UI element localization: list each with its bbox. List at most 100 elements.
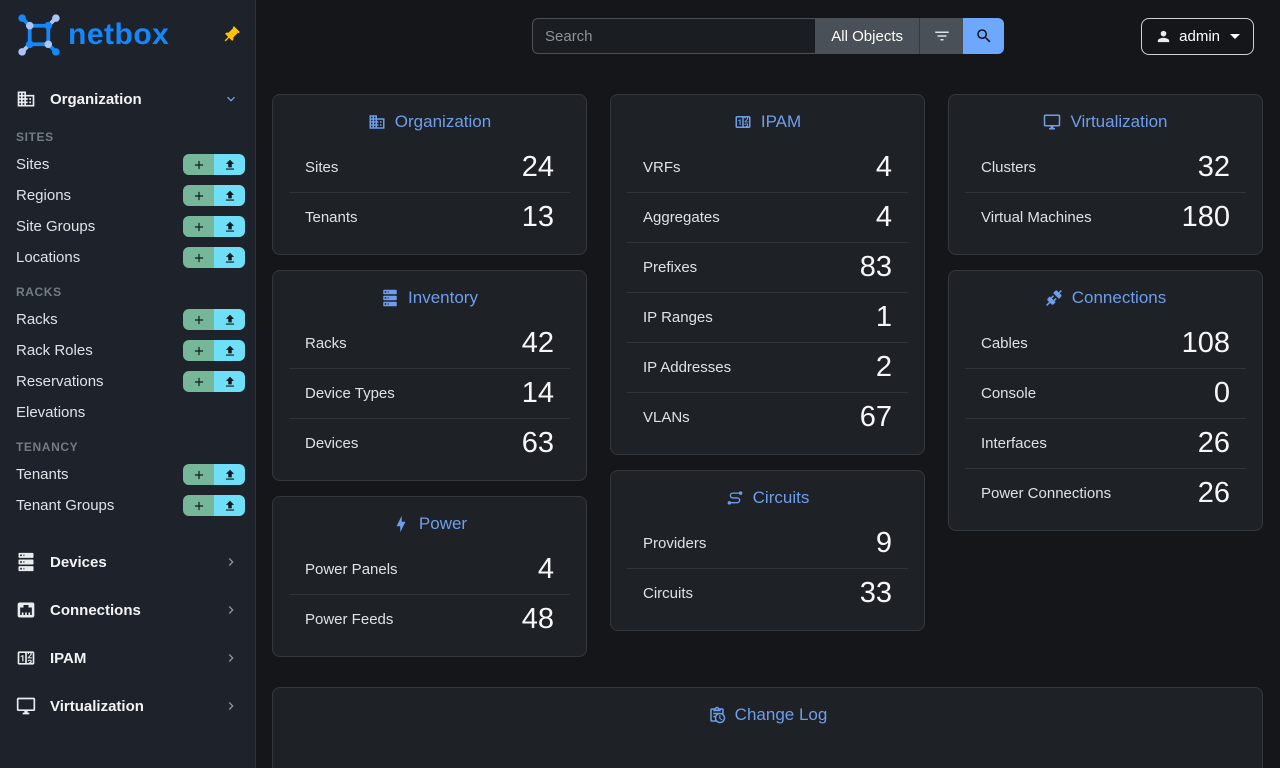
plus-icon	[192, 375, 206, 389]
circuits-icon	[726, 489, 744, 507]
sidebar-item-devices[interactable]: Devices	[0, 539, 255, 585]
stat-label[interactable]: Circuits	[643, 585, 694, 602]
stat-row: VLANs 67	[627, 392, 908, 442]
add-button[interactable]	[183, 216, 214, 237]
item-action-buttons	[183, 371, 245, 392]
stat-row: Power Connections 26	[965, 468, 1246, 518]
sidebar-link-tenants[interactable]: Tenants	[0, 459, 255, 490]
sidebar-link-locations[interactable]: Locations	[0, 242, 255, 273]
add-button[interactable]	[183, 154, 214, 175]
card-rows: Sites 24 Tenants 13	[289, 143, 570, 242]
card-circuits: Circuits Providers 9 Circuits 33	[610, 470, 925, 631]
import-button[interactable]	[214, 371, 245, 392]
card-ipam: IPAM VRFs 4 Aggregates 4 Prefixes 83 IP Ranges 1…	[610, 94, 925, 455]
card-organization: Organization Sites 24 Tenants 13	[272, 94, 587, 255]
add-button[interactable]	[183, 185, 214, 206]
brand-wordmark[interactable]: netbox	[68, 18, 170, 51]
stat-label[interactable]: Tenants	[305, 209, 358, 226]
stat-label[interactable]: Device Types	[305, 385, 395, 402]
sidebar-item-connections[interactable]: Connections	[0, 587, 255, 633]
plus-icon	[192, 313, 206, 327]
filter-button[interactable]	[919, 18, 963, 54]
cards-column: Virtualization Clusters 32 Virtual Machines…	[948, 94, 1263, 531]
chevron-right-icon	[223, 650, 239, 666]
add-button[interactable]	[183, 247, 214, 268]
stat-label[interactable]: Sites	[305, 159, 339, 176]
card-virtualization: Virtualization Clusters 32 Virtual Machines…	[948, 94, 1263, 255]
sidebar-link-reservations[interactable]: Reservations	[0, 366, 255, 397]
sidebar-item-label: Virtualization	[50, 697, 144, 715]
upload-icon	[223, 468, 237, 482]
sidebar-item-ipam[interactable]: IPAM	[0, 635, 255, 681]
card-inventory: Inventory Racks 42 Device Types 14 Devices 63	[272, 270, 587, 481]
user-menu-button[interactable]: admin	[1141, 18, 1254, 55]
add-button[interactable]	[183, 340, 214, 361]
connection-icon	[1045, 289, 1063, 307]
import-button[interactable]	[214, 185, 245, 206]
stat-label[interactable]: Aggregates	[643, 209, 720, 226]
card-power: Power Power Panels 4 Power Feeds 48	[272, 496, 587, 657]
plus-icon	[192, 344, 206, 358]
stat-label[interactable]: Power Panels	[305, 561, 398, 578]
stat-label[interactable]: IP Addresses	[643, 359, 732, 376]
stat-label[interactable]: Providers	[643, 535, 707, 552]
search-button[interactable]	[963, 18, 1004, 54]
stat-label[interactable]: Cables	[981, 335, 1028, 352]
stat-value: 9	[875, 527, 892, 559]
sidebar-link-rack-roles[interactable]: Rack Roles	[0, 335, 255, 366]
stat-label[interactable]: IP Ranges	[643, 309, 713, 326]
upload-icon	[223, 375, 237, 389]
sidebar-link-elevations[interactable]: Elevations	[0, 397, 255, 428]
add-button[interactable]	[183, 371, 214, 392]
pin-icon[interactable]	[217, 21, 245, 49]
import-button[interactable]	[214, 154, 245, 175]
search-scope-button[interactable]: All Objects	[815, 18, 919, 54]
item-action-buttons	[183, 495, 245, 516]
dashboard-cards: Organization Sites 24 Tenants 13 Inventory Rac…	[256, 72, 1280, 657]
sidebar-link-sites[interactable]: Sites	[0, 149, 255, 180]
sidebar-link-regions[interactable]: Regions	[0, 180, 255, 211]
stat-label[interactable]: Power Feeds	[305, 611, 394, 628]
sidebar-link-site-groups[interactable]: Site Groups	[0, 211, 255, 242]
netbox-logo-icon[interactable]	[12, 8, 66, 62]
import-button[interactable]	[214, 340, 245, 361]
stat-value: 67	[859, 401, 892, 433]
add-button[interactable]	[183, 495, 214, 516]
virtualization-icon	[16, 696, 36, 716]
stat-row: Cables 108	[965, 319, 1246, 368]
stat-row: Virtual Machines 180	[965, 192, 1246, 242]
stat-label[interactable]: Console	[981, 385, 1037, 402]
import-button[interactable]	[214, 495, 245, 516]
sidebar-item-virtualization[interactable]: Virtualization	[0, 683, 255, 729]
upload-icon	[223, 499, 237, 513]
stat-label[interactable]: Interfaces	[981, 435, 1047, 452]
search-group: All Objects	[532, 18, 1004, 54]
stat-label[interactable]: Clusters	[981, 159, 1037, 176]
sidebar-item-label: Connections	[50, 601, 141, 619]
stat-label[interactable]: Racks	[305, 335, 347, 352]
stat-row: IP Ranges 1	[627, 292, 908, 342]
import-button[interactable]	[214, 216, 245, 237]
stat-label[interactable]: Prefixes	[643, 259, 698, 276]
add-button[interactable]	[183, 464, 214, 485]
chevron-right-icon	[223, 554, 239, 570]
stat-value: 24	[521, 151, 554, 183]
cards-column: Organization Sites 24 Tenants 13 Inventory Rac…	[272, 94, 587, 657]
import-button[interactable]	[214, 247, 245, 268]
sidebar-item-label: IPAM	[50, 649, 87, 667]
stat-value: 42	[521, 327, 554, 359]
search-input[interactable]	[532, 18, 816, 54]
add-button[interactable]	[183, 309, 214, 330]
sidebar-link-racks[interactable]: Racks	[0, 304, 255, 335]
upload-icon	[223, 189, 237, 203]
stat-label[interactable]: Virtual Machines	[981, 209, 1092, 226]
stat-label[interactable]: VRFs	[643, 159, 681, 176]
sidebar-item-organization[interactable]: Organization	[0, 80, 255, 118]
stat-row: Interfaces 26	[965, 418, 1246, 468]
stat-label[interactable]: Power Connections	[981, 485, 1112, 502]
import-button[interactable]	[214, 309, 245, 330]
sidebar-link-tenant-groups[interactable]: Tenant Groups	[0, 490, 255, 521]
stat-label[interactable]: VLANs	[643, 409, 690, 426]
stat-label[interactable]: Devices	[305, 435, 359, 452]
import-button[interactable]	[214, 464, 245, 485]
